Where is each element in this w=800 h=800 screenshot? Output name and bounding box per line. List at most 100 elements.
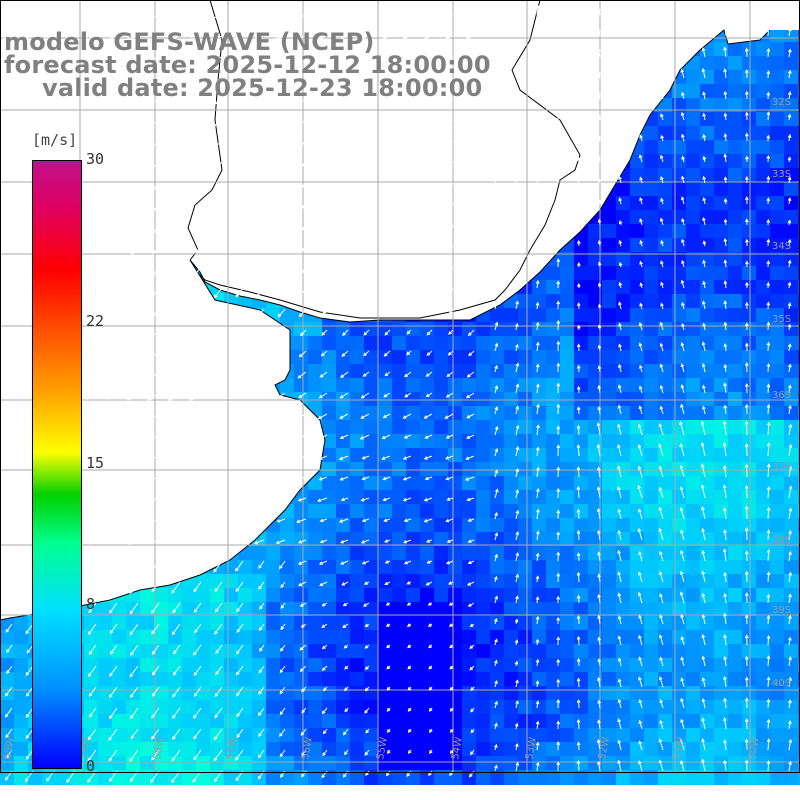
wind-cell	[378, 770, 393, 785]
wind-cell	[532, 616, 547, 631]
wind-cell	[336, 714, 351, 729]
wind-arrow	[744, 175, 749, 184]
wind-arrow	[449, 749, 454, 755]
wind-arrow	[467, 602, 475, 607]
wind-cell	[364, 532, 379, 547]
wind-cell	[686, 630, 701, 645]
wind-cell	[784, 42, 799, 57]
wind-arrow	[494, 69, 499, 79]
wind-cell	[574, 588, 589, 603]
wind-cell	[714, 70, 729, 85]
wind-arrow	[276, 77, 286, 83]
wind-cell	[700, 308, 715, 323]
wind-cell	[350, 490, 365, 505]
wind-arrow	[25, 686, 34, 697]
wind-arrow	[0, 476, 13, 482]
wind-cell	[238, 630, 253, 645]
wind-arrow	[322, 308, 328, 315]
wind-cell	[406, 616, 421, 631]
wind-arrow	[216, 224, 223, 233]
wind-arrow	[22, 77, 34, 84]
wind-cell	[560, 518, 575, 533]
wind-cell	[658, 126, 673, 141]
wind-arrow	[85, 392, 97, 400]
wind-cell	[658, 434, 673, 449]
wind-cell	[98, 700, 113, 715]
wind-cell	[280, 658, 295, 673]
wind-cell	[350, 574, 365, 589]
wind-arrow	[5, 308, 13, 317]
wind-arrow	[637, 465, 643, 478]
wind-cell	[574, 322, 589, 337]
wind-arrow	[744, 69, 749, 79]
wind-arrow	[147, 413, 160, 421]
wind-cell	[294, 742, 309, 757]
wind-cell	[252, 700, 267, 715]
wind-cell	[644, 588, 659, 603]
wind-cell	[672, 434, 687, 449]
wind-cell	[504, 700, 519, 715]
wind-cell	[420, 588, 435, 603]
wind-arrow	[20, 35, 34, 42]
wind-cell	[322, 476, 337, 491]
wind-arrow	[296, 35, 307, 41]
wind-cell	[686, 308, 701, 323]
wind-cell	[434, 490, 449, 505]
wind-cell	[490, 406, 505, 421]
wind-cell	[126, 630, 141, 645]
wind-cell	[322, 714, 337, 729]
wind-cell	[546, 378, 561, 393]
wind-cell	[406, 658, 421, 673]
wind-arrow	[556, 362, 561, 373]
wind-arrow	[576, 406, 581, 415]
wind-arrow	[556, 24, 561, 37]
wind-arrow	[109, 686, 118, 698]
wind-arrow	[125, 56, 139, 63]
wind-arrow	[658, 676, 664, 688]
wind-arrow	[723, 198, 728, 205]
wind-cell	[462, 602, 477, 617]
wind-arrow	[638, 49, 643, 58]
wind-arrow	[788, 423, 793, 436]
wind-cell	[490, 588, 505, 603]
wind-arrow	[254, 434, 265, 440]
wind-arrow	[234, 371, 244, 379]
wind-cell	[770, 210, 785, 225]
wind-arrow	[680, 25, 685, 37]
wind-arrow	[658, 738, 664, 751]
wind-cell	[574, 518, 589, 533]
wind-cell	[280, 770, 295, 785]
wind-arrow	[659, 5, 664, 16]
wind-arrow	[128, 119, 139, 127]
wind-cell	[168, 672, 183, 687]
wind-cell	[490, 574, 505, 589]
wind-arrow	[465, 392, 475, 399]
wind-arrow	[253, 497, 265, 503]
wind-arrow	[424, 56, 433, 61]
wind-cell	[490, 714, 505, 729]
wind-cell	[784, 616, 799, 631]
wind-cell	[588, 714, 603, 729]
wind-cell	[784, 518, 799, 533]
wind-arrow	[535, 680, 540, 688]
wind-cell	[714, 434, 729, 449]
wind-arrow	[494, 553, 498, 562]
wind-cell	[616, 448, 631, 463]
wind-arrow	[681, 175, 685, 184]
wind-cell	[448, 756, 463, 771]
wind-cell	[574, 238, 589, 253]
wind-arrow	[618, 197, 622, 205]
wind-arrow	[494, 154, 498, 163]
wind-cell	[574, 658, 589, 673]
wind-arrow	[1, 497, 13, 503]
wind-arrow	[659, 154, 664, 163]
wind-arrow	[515, 424, 520, 436]
wind-cell	[336, 742, 351, 757]
wind-cell	[168, 756, 183, 771]
wind-arrow	[128, 329, 139, 340]
wind-cell	[518, 336, 533, 351]
wind-arrow	[233, 77, 244, 83]
wind-cell	[364, 406, 379, 421]
wind-cell	[770, 448, 785, 463]
wind-cell	[434, 364, 449, 379]
